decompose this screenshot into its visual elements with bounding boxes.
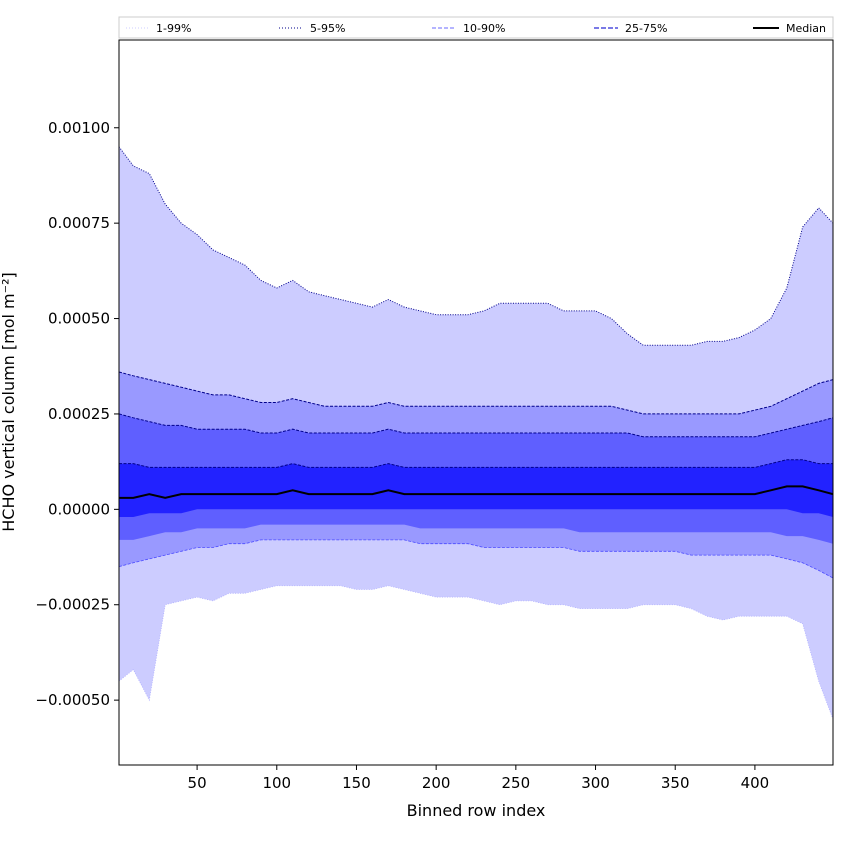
line-p99 <box>119 146 833 346</box>
line-p1 <box>119 585 833 720</box>
legend-label-1-99: 1-99% <box>156 22 191 35</box>
x-tick-label: 50 <box>188 774 207 792</box>
x-tick-label: 150 <box>342 774 371 792</box>
x-tick-label: 100 <box>262 774 291 792</box>
y-axis-ticks: −0.00050 −0.00025 0.00000 0.00025 0.00050 0.0… <box>35 119 119 709</box>
legend: 1-99% 5-95% 10-90% 25-75% Median <box>118 16 834 39</box>
legend-entry-10-90: 10-90% <box>432 22 505 35</box>
legend-entry-median: Median <box>753 22 826 35</box>
band-25-75 <box>119 459 833 517</box>
x-axis-ticks: 50 100 150 200 250 300 350 400 <box>188 765 770 792</box>
legend-label-10-90: 10-90% <box>463 22 505 35</box>
legend-entry-5-95: 5-95% <box>279 22 345 35</box>
y-tick-label: 0.00075 <box>48 214 110 232</box>
line-p95 <box>119 371 833 415</box>
line-p90 <box>119 413 833 438</box>
x-tick-label: 200 <box>422 774 451 792</box>
legend-label-5-95: 5-95% <box>310 22 345 35</box>
y-tick-label: 0.00000 <box>48 500 110 518</box>
x-tick-label: 300 <box>581 774 610 792</box>
legend-label-25-75: 25-75% <box>625 22 667 35</box>
y-tick-label: −0.00025 <box>35 596 110 614</box>
y-tick-label: 0.00025 <box>48 405 110 423</box>
y-tick-label: 0.00050 <box>48 310 110 328</box>
legend-entry-1-99: 1-99% <box>126 22 191 35</box>
percentile-lines <box>119 146 833 720</box>
x-tick-label: 250 <box>502 774 531 792</box>
x-tick-label: 400 <box>741 774 770 792</box>
x-tick-label: 350 <box>661 774 690 792</box>
line-median <box>119 485 833 499</box>
legend-label-median: Median <box>786 22 826 35</box>
legend-entry-25-75: 25-75% <box>594 22 667 35</box>
plot-frame <box>118 39 834 766</box>
y-axis-label: HCHO vertical column [mol m⁻²] <box>0 272 18 531</box>
y-tick-label: 0.00100 <box>48 119 110 137</box>
y-tick-label: −0.00050 <box>35 691 110 709</box>
line-p75 <box>119 459 833 468</box>
x-axis-label: Binned row index <box>407 801 546 820</box>
line-p5 <box>119 539 833 579</box>
legend-frame <box>118 16 834 39</box>
